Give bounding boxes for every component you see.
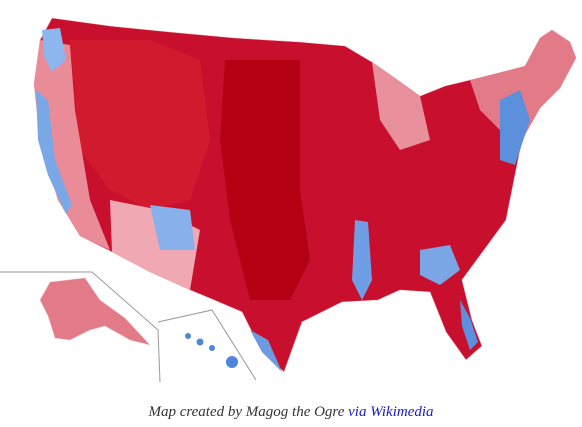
caption-link[interactable]: via Wikimedia (348, 404, 433, 420)
hawaii-island (209, 345, 215, 351)
hawaii-island (196, 338, 204, 346)
hawaii (185, 333, 238, 368)
florida-blue (460, 300, 478, 350)
california-blue (36, 90, 72, 214)
hawaii-island (226, 356, 238, 368)
mississippi-blue (352, 220, 372, 300)
south-texas-blue (250, 330, 282, 372)
great-lakes-light (372, 62, 430, 150)
new-mexico-blue (150, 205, 195, 250)
west-coast-light (34, 40, 110, 250)
plains-region (220, 60, 310, 300)
pacific-nw-blue (42, 28, 66, 72)
caption-text: Map created by Magog the Ogre (147, 404, 344, 420)
county-map (0, 17, 577, 383)
caption: Map created by Magog the Ogre via Wikime… (147, 404, 433, 420)
inset-border (157, 309, 257, 381)
west-region (70, 40, 210, 210)
alaska (39, 277, 151, 346)
inset-border (0, 271, 161, 383)
hawaii-island (185, 333, 191, 339)
southeast-blue (420, 245, 460, 285)
northeast-light (470, 30, 576, 140)
northeast-blue (500, 90, 530, 165)
